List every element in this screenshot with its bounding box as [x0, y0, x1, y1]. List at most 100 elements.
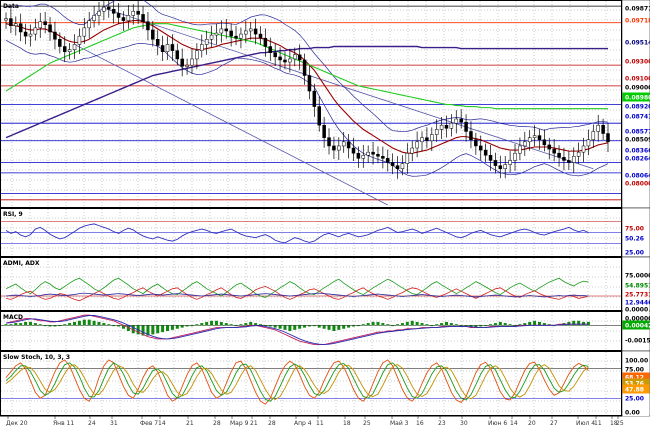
macd-histogram-bar [107, 324, 111, 326]
macd-histogram-bar [567, 321, 571, 326]
candle-body [200, 44, 204, 51]
macd-histogram-bar [24, 321, 28, 326]
x-axis-tick-label: 25 [616, 420, 624, 427]
macd-histogram-bar [503, 323, 507, 326]
macd-histogram-bar [307, 325, 311, 327]
macd-histogram-bar [283, 325, 287, 330]
candle-body [293, 54, 297, 60]
candle-body [288, 58, 292, 63]
macd-histogram-bar [518, 324, 522, 326]
candle-body [513, 152, 517, 161]
macd-histogram-bar [82, 319, 86, 326]
price-level-value: 0.08000 [625, 181, 650, 188]
macd-histogram-bar [337, 325, 341, 330]
macd-histogram-bar [219, 321, 223, 326]
candle-body [317, 106, 321, 126]
candle-body [483, 149, 488, 156]
macd-histogram-bar [542, 323, 546, 326]
candle-body [165, 44, 170, 52]
stoch-level-badge [623, 356, 649, 364]
macd-histogram-bar [440, 323, 444, 326]
macd-histogram-bar [224, 323, 228, 326]
macd-level-badge [622, 320, 650, 330]
x-axis-tick-label: 25 [363, 420, 371, 427]
price-level-badge [622, 92, 650, 102]
candle-body [346, 141, 351, 149]
macd-level-value: 0.00042 [625, 323, 650, 330]
macd-histogram-bar [351, 325, 355, 327]
candle-body [121, 17, 126, 21]
x-axis-tick-label: 24 [88, 420, 96, 427]
macd-histogram-bar [4, 324, 8, 326]
macd-histogram-bar [180, 325, 184, 328]
adx-line [5, 292, 589, 298]
adx-level-value: 25.77316 [625, 292, 650, 299]
candle-body [493, 160, 498, 166]
price-level-badge [623, 38, 649, 46]
macd-histogram-bar [214, 320, 218, 326]
candle-body [107, 6, 111, 10]
macd-histogram-bar [342, 325, 346, 329]
candle-body [415, 141, 419, 149]
candle-body [239, 33, 243, 39]
candle-body [170, 44, 175, 51]
candle-body [77, 35, 82, 45]
macd-histogram-bar [195, 324, 199, 326]
adx-panel-frame [0, 257, 622, 311]
adx-panel-label: ADMI, ADX [3, 260, 40, 267]
macd-histogram-bar [58, 325, 62, 327]
candle-body [116, 13, 121, 18]
price-level-badge [623, 154, 649, 162]
x-axis-tick-label: 27 [550, 420, 558, 427]
candle-body [43, 21, 47, 26]
ma-long-line [5, 45, 608, 139]
macd-histogram-bar [146, 325, 150, 336]
price-level-badge [623, 171, 649, 179]
price-level-value: 0.08366 [625, 148, 650, 155]
macd-histogram-bar [547, 324, 551, 326]
macd-histogram-bar [131, 325, 135, 334]
x-axis-tick-label: Янв 11 [53, 420, 74, 427]
macd-histogram-bar [43, 325, 47, 327]
macd-histogram-bar [332, 325, 336, 331]
candle-body [97, 11, 101, 16]
stoch-level-value: 47.88 [625, 387, 644, 394]
rsi-level-value: 25.00 [625, 250, 644, 257]
macd-histogram-bar [121, 325, 125, 329]
price-level-value: 0.09514 [625, 40, 650, 47]
candle-body [523, 141, 527, 147]
price-level-value: 0.08741 [625, 114, 650, 121]
candle-body [508, 160, 512, 165]
x-axis-tick-label: Май 3 [390, 420, 409, 427]
candle-body [14, 23, 18, 27]
macd-histogram-bar [312, 325, 316, 327]
macd-histogram-bar [356, 325, 360, 327]
adx-level-value: 75.0000 [625, 273, 650, 280]
macd-histogram-bar [508, 324, 512, 326]
candle-body [278, 56, 282, 61]
macd-histogram-bar [533, 320, 537, 326]
candle-body [102, 6, 106, 12]
candle-body [581, 145, 586, 153]
candle-body [248, 28, 253, 32]
price-level-badge [623, 127, 649, 135]
candle-body [596, 124, 600, 132]
band-upper-line [5, 0, 609, 133]
candle-body [297, 54, 302, 61]
candle-body [72, 44, 77, 50]
macd-histogram-bar [484, 325, 488, 327]
macd-histogram-bar [572, 320, 576, 326]
stoch-level-value: 53.76 [625, 381, 644, 388]
candle-body [410, 147, 414, 154]
stoch-level-value: 0.00 [625, 410, 640, 417]
candle-body [571, 156, 576, 163]
candle-body [356, 152, 361, 159]
x-axis-tick-label: Мар 9 [230, 420, 249, 427]
x-axis-tick-label: 21 [186, 420, 194, 427]
candle-body [425, 137, 429, 142]
macd-histogram-bar [14, 323, 18, 326]
x-axis-tick-label: 31 [110, 420, 118, 427]
band-lower-line [5, 39, 609, 177]
macd-histogram-bar [449, 323, 453, 326]
candle-body [146, 21, 150, 31]
